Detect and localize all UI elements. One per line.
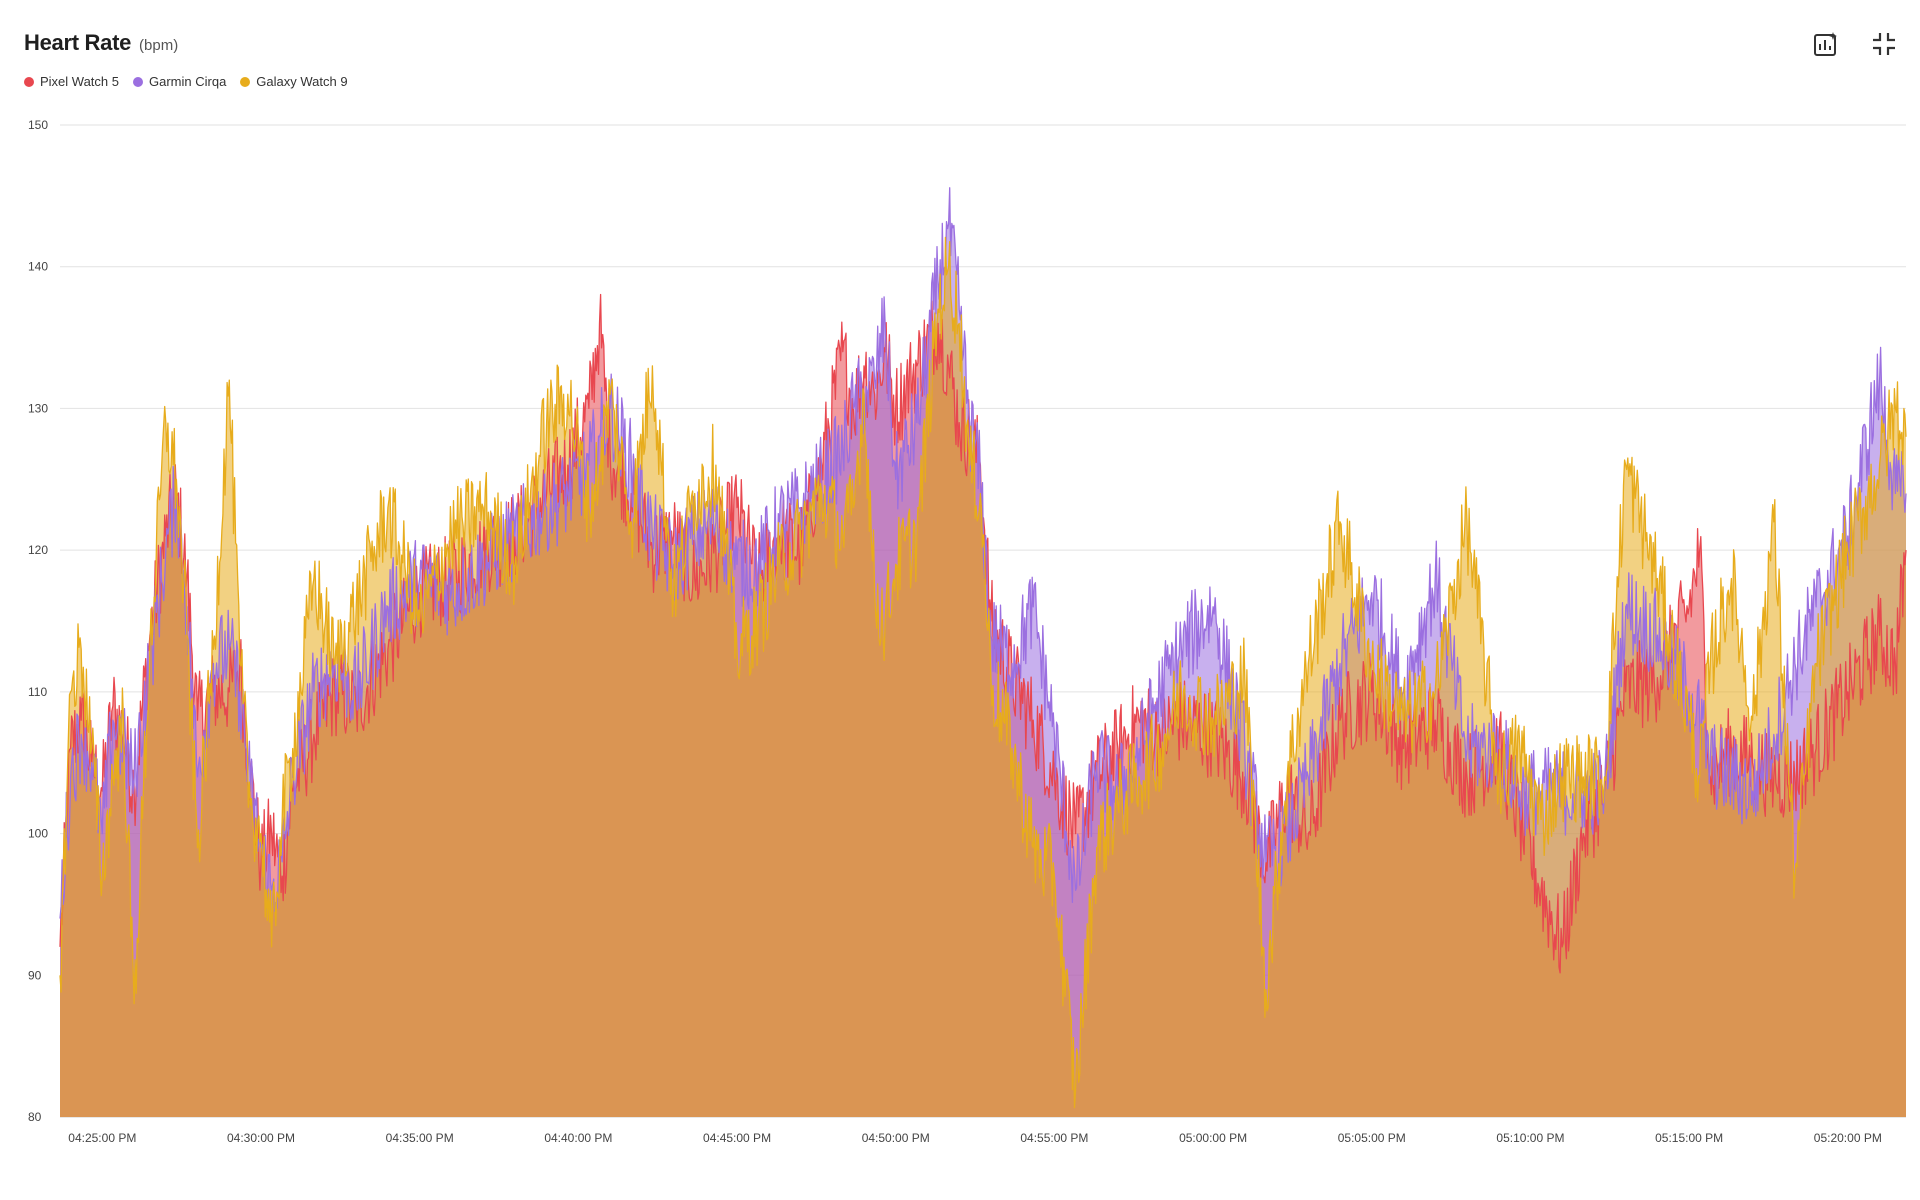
chart-header: Heart Rate (bpm) — [24, 30, 178, 64]
legend-label-galaxy: Galaxy Watch 9 — [256, 74, 348, 89]
chart-unit: (bpm) — [139, 37, 179, 54]
legend-dot-galaxy — [240, 76, 251, 87]
x-tick-label: 04:25:00 PM — [68, 1131, 136, 1145]
legend-item-pixel[interactable]: Pixel Watch 5 — [24, 74, 119, 89]
x-tick-label: 04:35:00 PM — [386, 1131, 454, 1145]
legend-label-garmin: Garmin Cirqa — [149, 74, 227, 89]
y-tick-label: 140 — [28, 260, 48, 274]
y-tick-label: 120 — [28, 543, 48, 557]
y-tick-label: 100 — [28, 827, 48, 841]
legend-dot-garmin — [133, 76, 143, 87]
legend: Pixel Watch 5 Garmin Cirqa Galaxy Watch … — [24, 74, 348, 89]
chart-toolbar — [1810, 28, 1900, 60]
line-galaxy — [59, 236, 1907, 1109]
x-tick-label: 05:15:00 PM — [1655, 1131, 1723, 1145]
x-tick-label: 05:10:00 PM — [1496, 1131, 1564, 1145]
x-tick-label: 05:00:00 PM — [1179, 1131, 1247, 1145]
y-tick-label: 90 — [28, 968, 42, 982]
legend-item-garmin[interactable]: Garmin Cirqa — [133, 74, 226, 89]
legend-dot-pixel — [24, 76, 34, 87]
x-tick-label: 04:45:00 PM — [703, 1131, 771, 1145]
x-tick-label: 04:40:00 PM — [544, 1131, 612, 1145]
line-garmin — [59, 187, 1907, 919]
y-tick-label: 80 — [28, 1110, 42, 1124]
x-tick-label: 05:20:00 PM — [1814, 1131, 1882, 1145]
chart-title: Heart Rate — [24, 30, 132, 55]
x-tick-label: 05:05:00 PM — [1338, 1131, 1406, 1145]
chart-insights-button[interactable] — [1810, 28, 1842, 60]
x-tick-label: 04:50:00 PM — [862, 1131, 930, 1145]
y-tick-label: 110 — [28, 685, 47, 699]
x-tick-label: 04:55:00 PM — [1020, 1131, 1088, 1145]
collapse-fullscreen-button[interactable] — [1868, 28, 1900, 60]
legend-item-galaxy[interactable]: Galaxy Watch 9 — [240, 74, 348, 89]
collapse-fullscreen-icon — [1873, 33, 1895, 55]
chart-insights-icon — [1814, 32, 1837, 56]
x-tick-label: 04:30:00 PM — [227, 1131, 295, 1145]
y-tick-label: 150 — [28, 118, 48, 132]
legend-label-pixel: Pixel Watch 5 — [40, 74, 119, 89]
y-tick-label: 130 — [28, 401, 48, 415]
